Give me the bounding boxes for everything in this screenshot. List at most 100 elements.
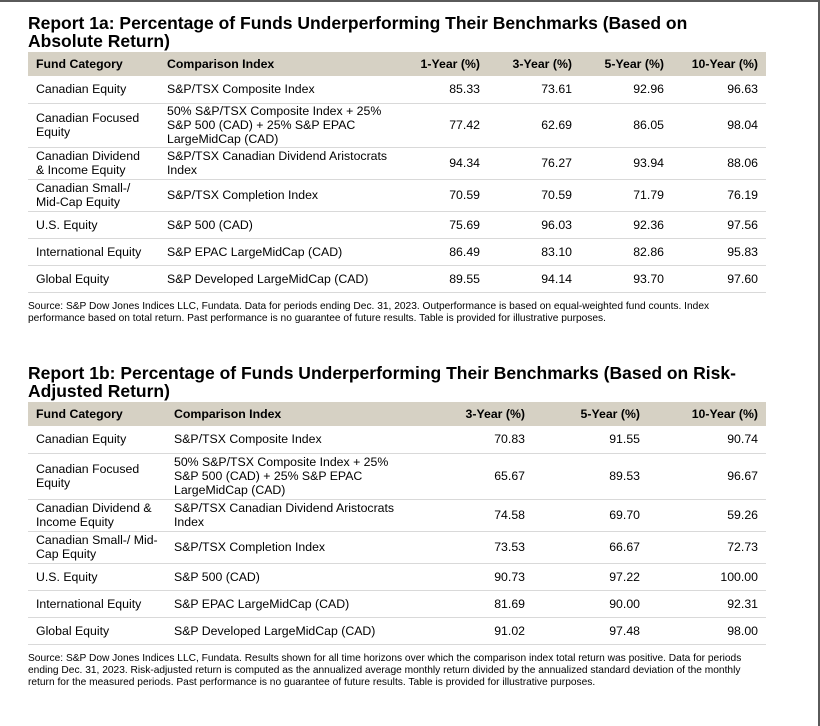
table-row: U.S. Equity S&P 500 (CAD) 90.73 97.22 10…: [28, 563, 766, 591]
value-cell: 72.73: [648, 531, 766, 564]
table-row: International Equity S&P EPAC LargeMidCa…: [28, 590, 766, 618]
value-cell: 90.00: [533, 590, 648, 618]
comparison-index-cell: S&P/TSX Canadian Dividend Aristocrats In…: [166, 499, 418, 532]
fund-category-cell: Global Equity: [28, 265, 159, 293]
column-header: Fund Category: [28, 402, 166, 426]
table-row: Canadian Dividend & Income Equity S&P/TS…: [28, 499, 766, 532]
table-row: Canadian Focused Equity 50% S&P/TSX Comp…: [28, 453, 766, 500]
table-row: Canadian Small-/ Mid-Cap Equity S&P/TSX …: [28, 179, 766, 212]
value-cell: 88.06: [672, 147, 766, 180]
value-cell: 98.04: [672, 103, 766, 148]
column-header: Comparison Index: [166, 402, 418, 426]
fund-category-cell: International Equity: [28, 238, 159, 266]
value-cell: 93.94: [580, 147, 672, 180]
comparison-index-cell: S&P/TSX Composite Index: [166, 426, 418, 454]
value-cell: 96.63: [672, 76, 766, 104]
value-cell: 97.56: [672, 211, 766, 239]
table-row: Global Equity S&P Developed LargeMidCap …: [28, 617, 766, 645]
value-cell: 92.96: [580, 76, 672, 104]
report-1b-title: Report 1b: Percentage of Funds Underperf…: [28, 363, 736, 401]
value-cell: 89.55: [396, 265, 488, 293]
value-cell: 93.70: [580, 265, 672, 293]
fund-category-cell: International Equity: [28, 590, 166, 618]
value-cell: 75.69: [396, 211, 488, 239]
value-cell: 97.60: [672, 265, 766, 293]
column-header: 1-Year (%): [396, 52, 488, 76]
fund-category-cell: Canadian Equity: [28, 76, 159, 104]
fund-category-cell: Canadian Dividend & Income Equity: [28, 499, 166, 532]
value-cell: 85.33: [396, 76, 488, 104]
table-row: Global Equity S&P Developed LargeMidCap …: [28, 265, 766, 293]
comparison-index-cell: S&P/TSX Completion Index: [159, 179, 396, 212]
value-cell: 92.31: [648, 590, 766, 618]
value-cell: 86.05: [580, 103, 672, 148]
value-cell: 76.19: [672, 179, 766, 212]
source-note: Source: S&P Dow Jones Indices LLC, Funda…: [28, 652, 742, 688]
value-cell: 70.59: [396, 179, 488, 212]
fund-category-cell: U.S. Equity: [28, 563, 166, 591]
fund-category-cell: U.S. Equity: [28, 211, 159, 239]
column-header: Comparison Index: [159, 52, 396, 76]
fund-category-cell: Canadian Dividend & Income Equity: [28, 147, 159, 180]
comparison-index-cell: S&P Developed LargeMidCap (CAD): [166, 617, 418, 645]
value-cell: 65.67: [418, 453, 533, 500]
value-cell: 77.42: [396, 103, 488, 148]
value-cell: 81.69: [418, 590, 533, 618]
source-note: Source: S&P Dow Jones Indices LLC, Funda…: [28, 300, 710, 324]
column-header: 3-Year (%): [488, 52, 580, 76]
table-row: Canadian Equity S&P/TSX Composite Index …: [28, 426, 766, 454]
value-cell: 73.61: [488, 76, 580, 104]
value-cell: 66.67: [533, 531, 648, 564]
table-header-row: Fund Category Comparison Index 1-Year (%…: [28, 52, 766, 76]
column-header: 10-Year (%): [672, 52, 766, 76]
value-cell: 95.83: [672, 238, 766, 266]
comparison-index-cell: S&P EPAC LargeMidCap (CAD): [159, 238, 396, 266]
value-cell: 59.26: [648, 499, 766, 532]
table-row: Canadian Equity S&P/TSX Composite Index …: [28, 76, 766, 104]
column-header: 5-Year (%): [533, 402, 648, 426]
fund-category-cell: Canadian Focused Equity: [28, 453, 166, 500]
value-cell: 97.48: [533, 617, 648, 645]
value-cell: 70.83: [418, 426, 533, 454]
value-cell: 73.53: [418, 531, 533, 564]
comparison-index-cell: S&P/TSX Canadian Dividend Aristocrats In…: [159, 147, 396, 180]
value-cell: 97.22: [533, 563, 648, 591]
value-cell: 69.70: [533, 499, 648, 532]
value-cell: 71.79: [580, 179, 672, 212]
column-header: 10-Year (%): [648, 402, 766, 426]
value-cell: 96.03: [488, 211, 580, 239]
value-cell: 62.69: [488, 103, 580, 148]
fund-category-cell: Canadian Small-/ Mid-Cap Equity: [28, 531, 166, 564]
frame-border-right: [818, 0, 820, 726]
value-cell: 90.73: [418, 563, 533, 591]
value-cell: 76.27: [488, 147, 580, 180]
comparison-index-cell: 50% S&P/TSX Composite Index + 25% S&P 50…: [166, 453, 418, 500]
fund-category-cell: Canadian Small-/ Mid-Cap Equity: [28, 179, 159, 212]
comparison-index-cell: S&P/TSX Composite Index: [159, 76, 396, 104]
value-cell: 89.53: [533, 453, 648, 500]
report-1a-table: Fund Category Comparison Index 1-Year (%…: [28, 52, 766, 293]
table-row: Canadian Focused Equity 50% S&P/TSX Comp…: [28, 103, 766, 148]
value-cell: 98.00: [648, 617, 766, 645]
comparison-index-cell: S&P 500 (CAD): [166, 563, 418, 591]
value-cell: 94.34: [396, 147, 488, 180]
frame-border-top: [0, 0, 820, 2]
fund-category-cell: Canadian Focused Equity: [28, 103, 159, 148]
value-cell: 74.58: [418, 499, 533, 532]
table-row: Canadian Small-/ Mid-Cap Equity S&P/TSX …: [28, 531, 766, 564]
comparison-index-cell: S&P EPAC LargeMidCap (CAD): [166, 590, 418, 618]
value-cell: 91.55: [533, 426, 648, 454]
fund-category-cell: Canadian Equity: [28, 426, 166, 454]
value-cell: 96.67: [648, 453, 766, 500]
report-1a: Report 1a: Percentage of Funds Underperf…: [28, 14, 766, 335]
table-row: U.S. Equity S&P 500 (CAD) 75.69 96.03 92…: [28, 211, 766, 239]
table-header-row: Fund Category Comparison Index 3-Year (%…: [28, 402, 766, 426]
value-cell: 91.02: [418, 617, 533, 645]
value-cell: 82.86: [580, 238, 672, 266]
value-cell: 83.10: [488, 238, 580, 266]
value-cell: 90.74: [648, 426, 766, 454]
report-1b: Report 1b: Percentage of Funds Underperf…: [28, 364, 766, 699]
table-row: International Equity S&P EPAC LargeMidCa…: [28, 238, 766, 266]
comparison-index-cell: S&P Developed LargeMidCap (CAD): [159, 265, 396, 293]
report-1b-table: Fund Category Comparison Index 3-Year (%…: [28, 402, 766, 645]
